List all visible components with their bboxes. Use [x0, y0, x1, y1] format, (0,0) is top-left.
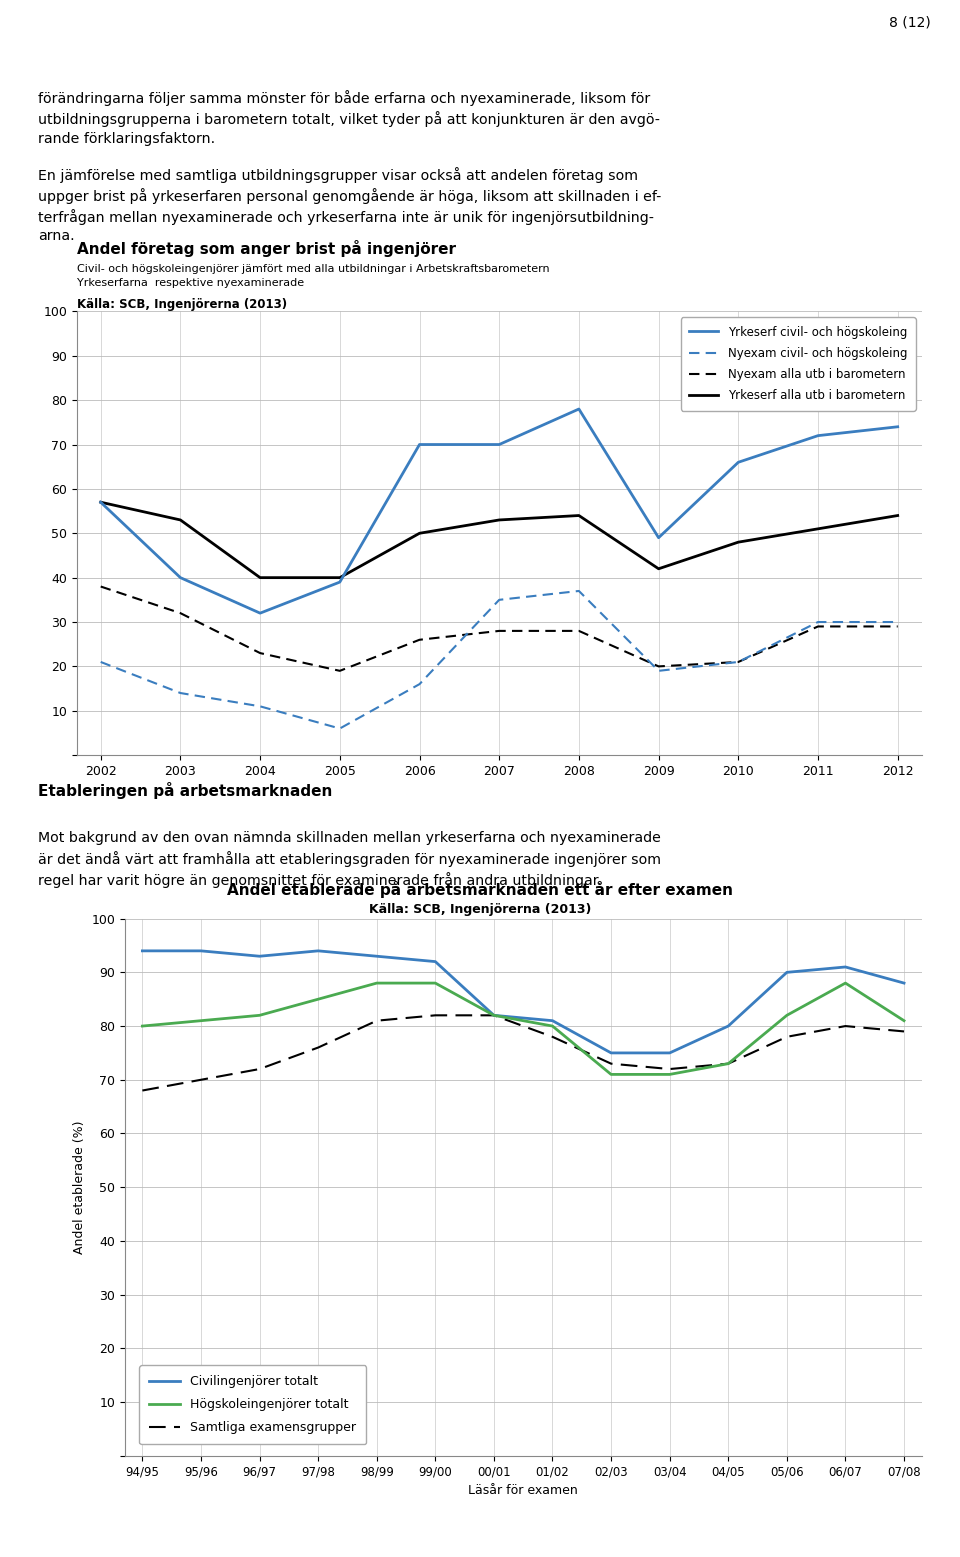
Text: En jämförelse med samtliga utbildningsgrupper visar också att andelen företag so: En jämförelse med samtliga utbildningsgr… [38, 167, 661, 243]
Legend: Yrkeserf civil- och högskoleing, Nyexam civil- och högskoleing, Nyexam alla utb : Yrkeserf civil- och högskoleing, Nyexam … [681, 318, 916, 411]
Y-axis label: Andel etablerade (%): Andel etablerade (%) [73, 1121, 85, 1253]
Text: Källa: SCB, Ingenjörerna (2013): Källa: SCB, Ingenjörerna (2013) [77, 299, 287, 311]
Text: Mot bakgrund av den ovan nämnda skillnaden mellan yrkeserfarna och nyexaminerade: Mot bakgrund av den ovan nämnda skillnad… [38, 831, 661, 887]
Text: Yrkeserfarna  respektive nyexaminerade: Yrkeserfarna respektive nyexaminerade [77, 279, 304, 288]
X-axis label: Läsår för examen: Läsår för examen [468, 1484, 578, 1498]
Text: Civil- och högskoleingenjörer jämfört med alla utbildningar i Arbetskraftsbarome: Civil- och högskoleingenjörer jämfört me… [77, 265, 549, 274]
Text: Andel företag som anger brist på ingenjörer: Andel företag som anger brist på ingenjö… [77, 240, 456, 257]
Text: 8 (12): 8 (12) [890, 16, 931, 30]
Text: Andel etablerade på arbetsmarknaden ett år efter examen: Andel etablerade på arbetsmarknaden ett … [227, 881, 733, 898]
Legend: Civilingenjörer totalt, Högskoleingenjörer totalt, Samtliga examensgrupper: Civilingenjörer totalt, Högskoleingenjör… [139, 1365, 367, 1445]
Text: Etableringen på arbetsmarknaden: Etableringen på arbetsmarknaden [38, 782, 333, 799]
Text: förändringarna följer samma mönster för både erfarna och nyexaminerade, liksom f: förändringarna följer samma mönster för … [38, 90, 660, 146]
Text: Källa: SCB, Ingenjörerna (2013): Källa: SCB, Ingenjörerna (2013) [369, 903, 591, 916]
